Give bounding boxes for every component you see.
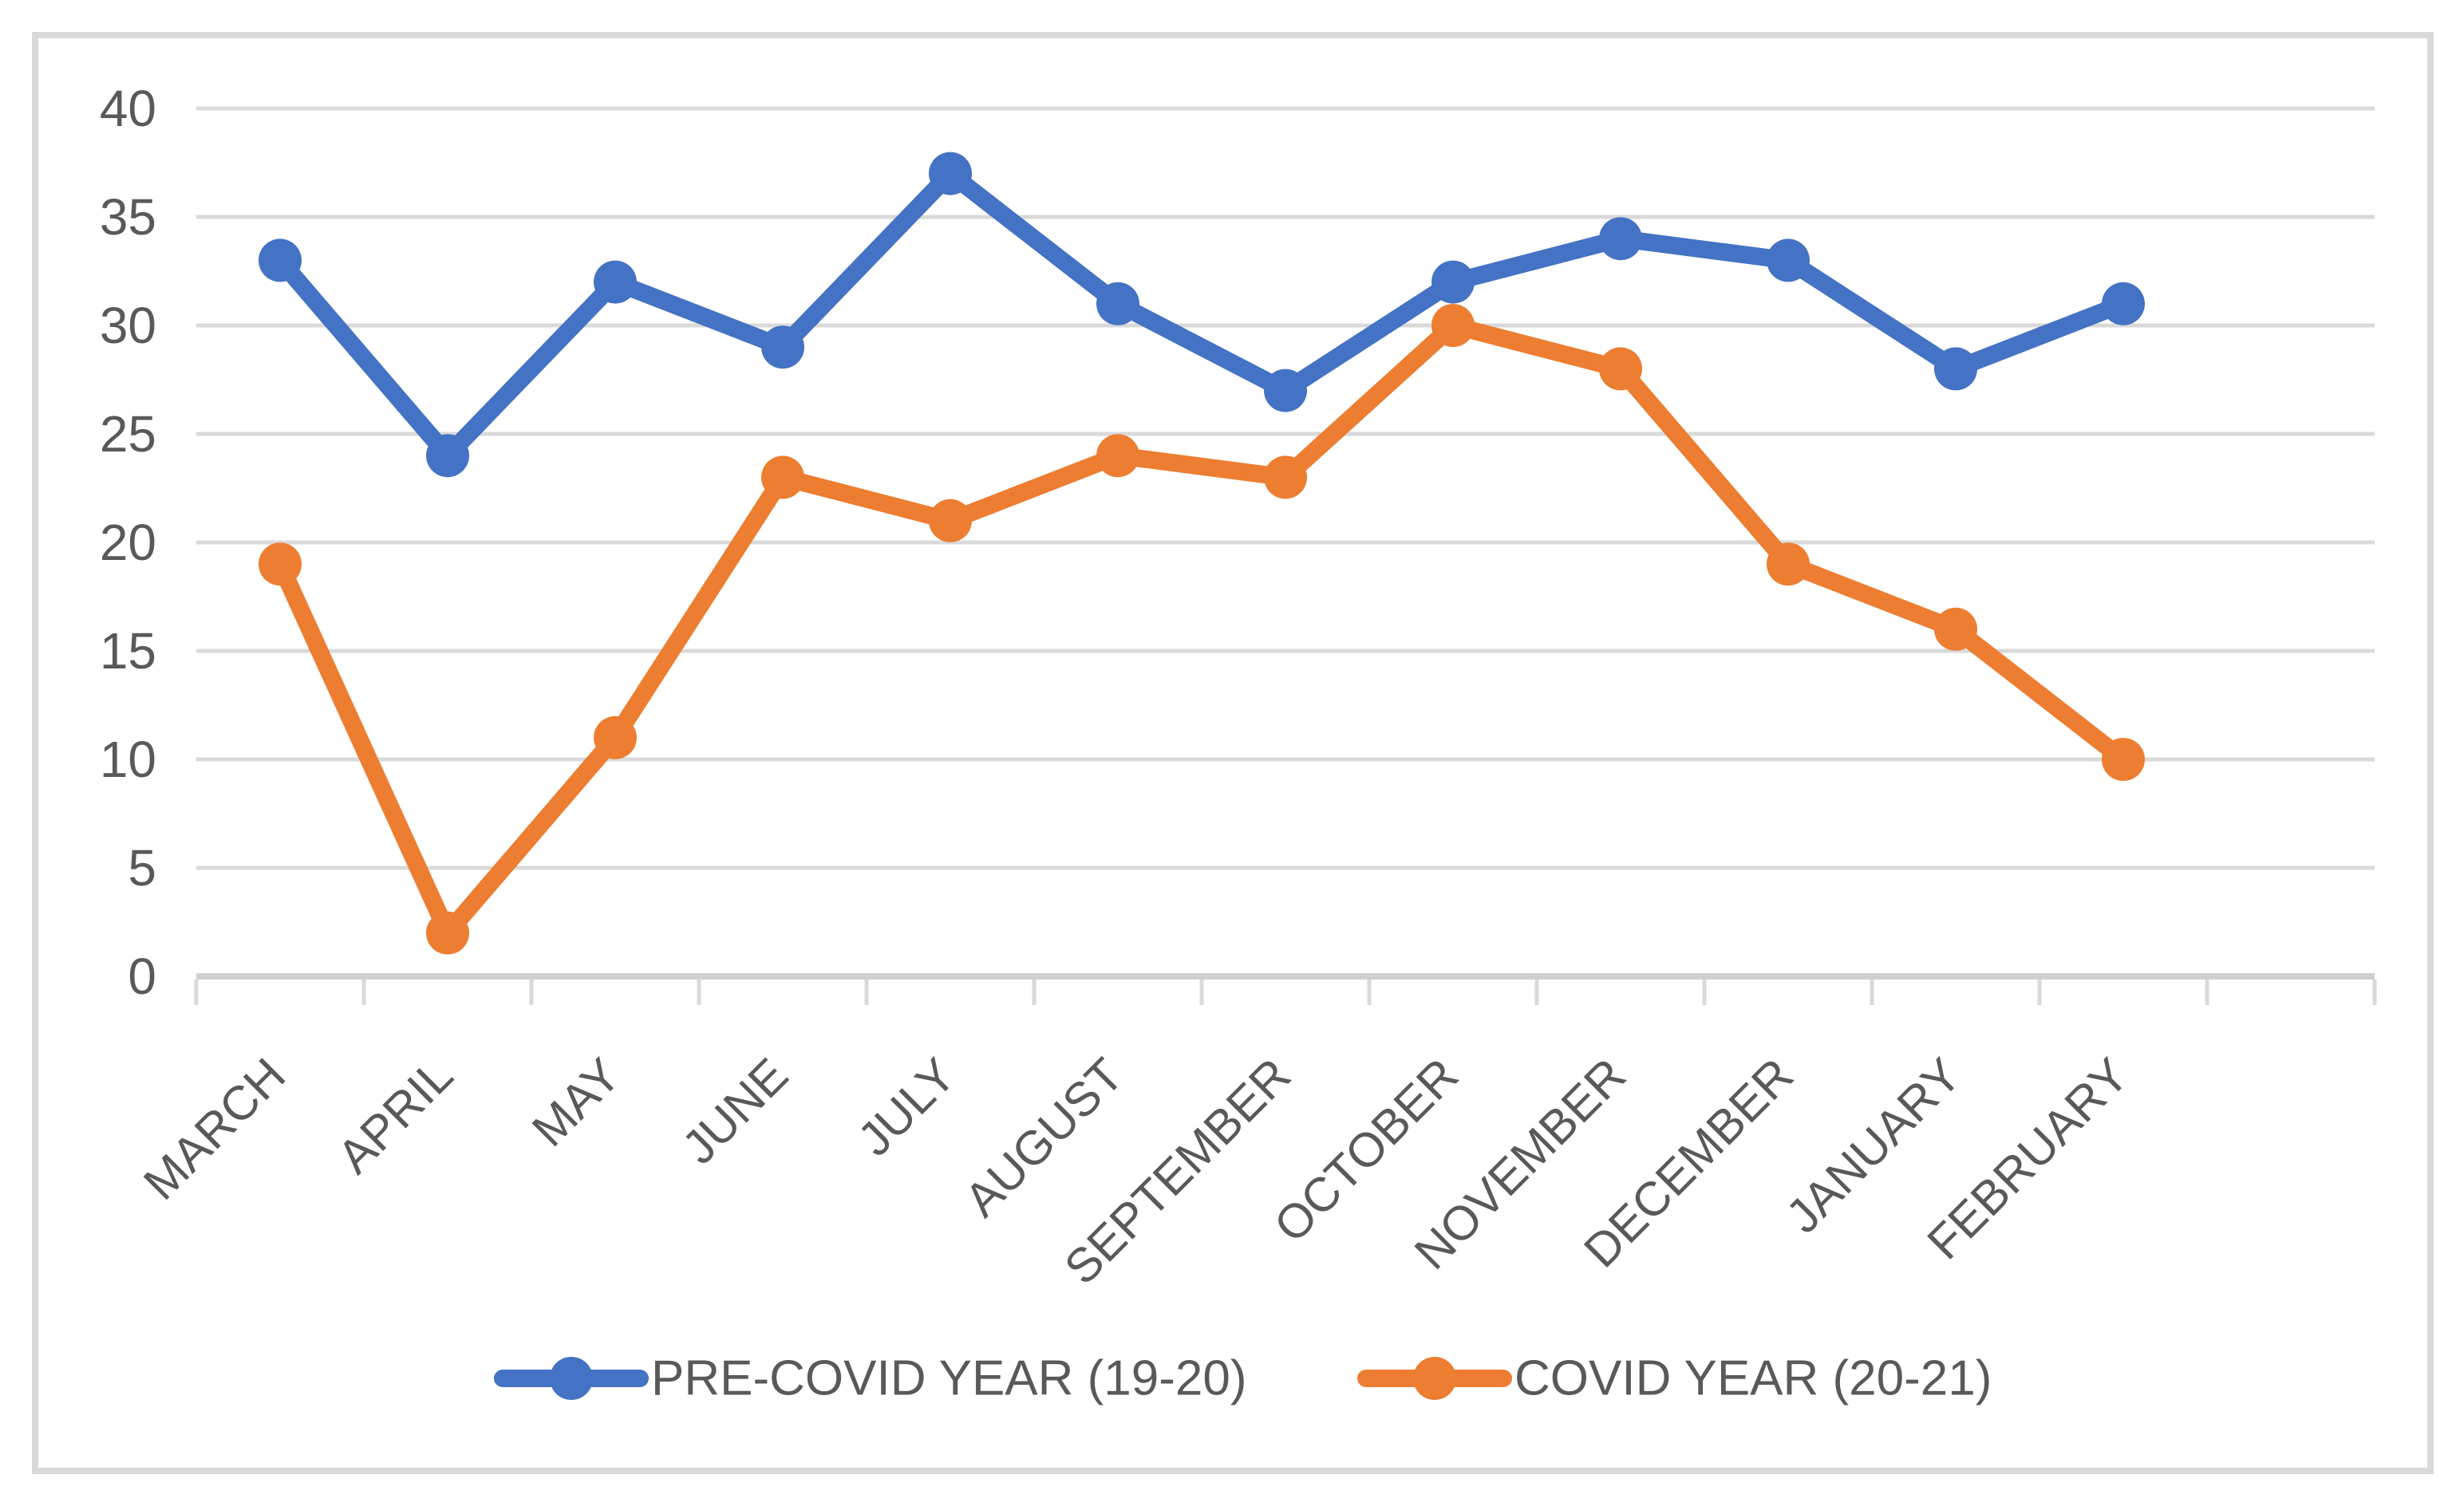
chart-border: [32, 32, 2434, 1474]
data-point-pre-covid-year-19-20: [1599, 217, 1642, 261]
legend-key-marker-pre-covid-year-19-20: [550, 1357, 593, 1400]
data-point-covid-year-20-21: [929, 499, 972, 542]
y-axis-tick-label: 0: [128, 948, 156, 1005]
data-point-pre-covid-year-19-20: [426, 434, 469, 478]
y-axis-tick-label: 15: [100, 622, 156, 680]
data-point-covid-year-20-21: [1599, 347, 1642, 391]
data-point-pre-covid-year-19-20: [1096, 282, 1139, 325]
data-point-pre-covid-year-19-20: [761, 325, 804, 369]
data-point-covid-year-20-21: [761, 455, 804, 499]
y-axis-tick-label: 30: [100, 297, 156, 354]
series-line-covid-year-20-21: [271, 317, 2132, 942]
data-point-pre-covid-year-19-20: [1934, 347, 1977, 391]
legend-label-pre-covid-year-19-20: PRE-COVID YEAR (19-20): [651, 1351, 1247, 1406]
data-point-covid-year-20-21: [2102, 738, 2145, 781]
y-axis-tick-label: 35: [100, 188, 156, 246]
data-point-covid-year-20-21: [1767, 542, 1810, 586]
legend-key-marker-covid-year-20-21: [1413, 1357, 1456, 1400]
data-point-pre-covid-year-19-20: [1264, 369, 1307, 412]
data-point-pre-covid-year-19-20: [594, 260, 637, 304]
data-point-covid-year-20-21: [1431, 304, 1475, 347]
data-point-pre-covid-year-19-20: [1431, 260, 1475, 304]
data-point-covid-year-20-21: [594, 716, 637, 759]
y-axis-tick-label: 40: [100, 80, 156, 137]
data-point-covid-year-20-21: [1264, 455, 1307, 499]
data-point-covid-year-20-21: [259, 542, 302, 586]
y-axis-tick-label: 10: [100, 731, 156, 788]
data-point-covid-year-20-21: [426, 911, 469, 955]
y-axis-tick-label: 25: [100, 405, 156, 463]
data-point-covid-year-20-21: [1096, 434, 1139, 478]
data-point-pre-covid-year-19-20: [1767, 239, 1810, 282]
data-point-pre-covid-year-19-20: [2102, 282, 2145, 325]
data-point-pre-covid-year-19-20: [929, 152, 972, 195]
data-point-covid-year-20-21: [1934, 607, 1977, 651]
y-axis-tick-label: 20: [100, 514, 156, 571]
y-axis-tick-label: 5: [128, 839, 156, 897]
legend-label-covid-year-20-21: COVID YEAR (20-21): [1514, 1351, 1992, 1406]
data-point-pre-covid-year-19-20: [259, 239, 302, 282]
series-line-pre-covid-year-19-20: [271, 164, 2132, 465]
